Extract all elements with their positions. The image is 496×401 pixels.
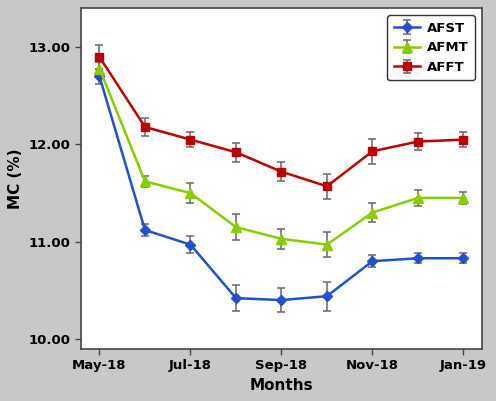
X-axis label: Months: Months — [249, 378, 313, 393]
Legend: AFST, AFMT, AFFT: AFST, AFMT, AFFT — [387, 15, 475, 80]
Y-axis label: MC (%): MC (%) — [8, 148, 23, 209]
